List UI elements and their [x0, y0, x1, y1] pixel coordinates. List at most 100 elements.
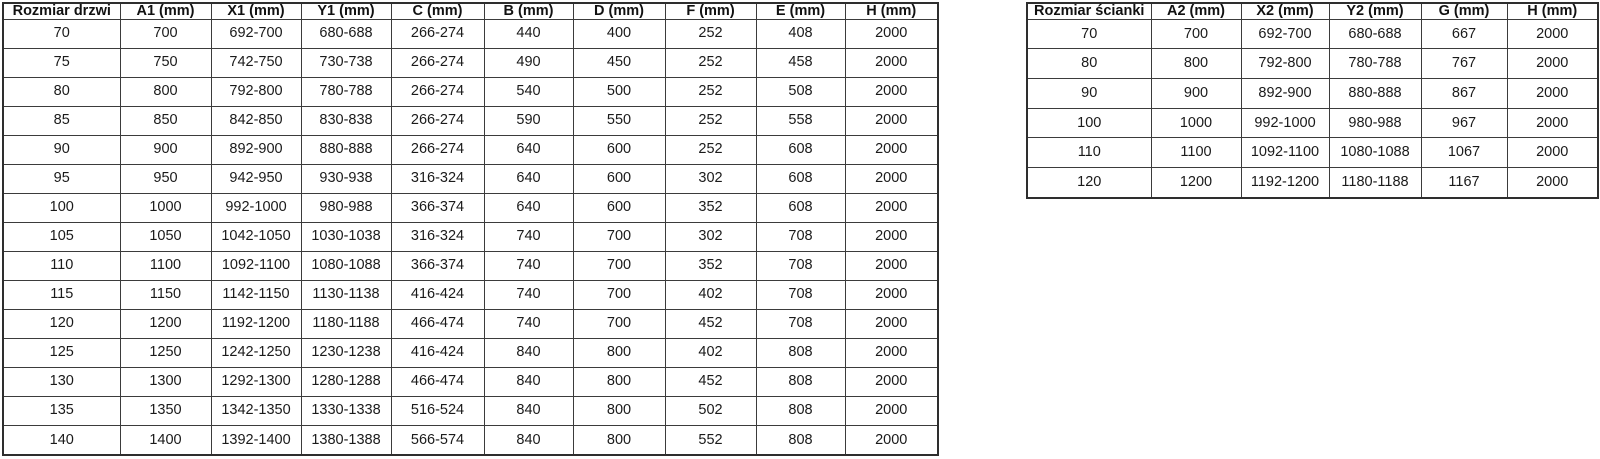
table-cell: 2000: [844, 134, 939, 165]
door-table-body: 70 700 692-700 680-688 266-274 440 400 252 408 20…: [2, 18, 939, 456]
table-cell: 100: [2, 192, 121, 223]
table-row: 70 700 692-700 680-688 667 2000: [1026, 18, 1599, 50]
table-cell: 490: [483, 47, 574, 78]
table-cell: 1080-1088: [1328, 137, 1422, 168]
table-cell: 416-424: [390, 337, 485, 368]
table-cell: 808: [755, 366, 846, 397]
table-cell: 366-374: [390, 192, 485, 223]
table-cell: 1092-1100: [210, 250, 302, 281]
table-cell: 1050: [119, 221, 212, 252]
column-header: G (mm): [1420, 2, 1508, 20]
column-header: F (mm): [664, 2, 757, 20]
table-cell: 450: [572, 47, 666, 78]
table-cell: 302: [664, 221, 757, 252]
table-cell: 366-374: [390, 250, 485, 281]
table-row: 120 1200 1192-1200 1180-1188 466-474 740 700 45…: [2, 308, 939, 339]
table-cell: 452: [664, 366, 757, 397]
table-cell: 252: [664, 76, 757, 107]
table-row: 85 850 842-850 830-838 266-274 590 550 252 558 20…: [2, 105, 939, 136]
table-cell: 100: [1026, 107, 1152, 139]
table-cell: 730-738: [300, 47, 392, 78]
table-cell: 700: [572, 308, 666, 339]
table-cell: 2000: [844, 250, 939, 281]
table-cell: 942-950: [210, 163, 302, 194]
table-cell: 95: [2, 163, 121, 194]
table-row: 105 1050 1042-1050 1030-1038 316-324 740 700 30…: [2, 221, 939, 252]
table-cell: 252: [664, 47, 757, 78]
table-cell: 740: [483, 308, 574, 339]
table-row: 140 1400 1392-1400 1380-1388 566-574 840 800 55…: [2, 424, 939, 456]
table-cell: 508: [755, 76, 846, 107]
table-cell: 1230-1238: [300, 337, 392, 368]
table-cell: 2000: [844, 395, 939, 426]
column-header: A2 (mm): [1150, 2, 1242, 20]
table-row: 115 1150 1142-1150 1130-1138 416-424 740 700 40…: [2, 279, 939, 310]
table-cell: 120: [1026, 166, 1152, 199]
table-cell: 1392-1400: [210, 424, 302, 456]
table-cell: 2000: [1506, 166, 1599, 199]
table-row: 100 1000 992-1000 980-988 967 2000: [1026, 107, 1599, 139]
table-cell: 800: [572, 395, 666, 426]
table-cell: 980-988: [300, 192, 392, 223]
table-cell: 120: [2, 308, 121, 339]
wall-table-body: 70 700 692-700 680-688 667 2000 80 800 792-800 78…: [1026, 18, 1599, 199]
table-cell: 110: [1026, 137, 1152, 168]
table-cell: 800: [572, 366, 666, 397]
table-cell: 416-424: [390, 279, 485, 310]
table-cell: 90: [2, 134, 121, 165]
table-cell: 266-274: [390, 134, 485, 165]
table-cell: 830-838: [300, 105, 392, 136]
table-cell: 800: [1150, 48, 1242, 79]
table-cell: 900: [119, 134, 212, 165]
table-cell: 1030-1038: [300, 221, 392, 252]
column-header: H (mm): [844, 2, 939, 20]
table-cell: 2000: [1506, 48, 1599, 79]
table-cell: 1342-1350: [210, 395, 302, 426]
table-cell: 85: [2, 105, 121, 136]
table-cell: 867: [1420, 77, 1508, 109]
table-cell: 792-800: [1240, 48, 1330, 79]
table-cell: 800: [572, 424, 666, 456]
table-cell: 600: [572, 163, 666, 194]
table-cell: 252: [664, 134, 757, 165]
table-cell: 1192-1200: [1240, 166, 1330, 199]
table-row: 120 1200 1192-1200 1180-1188 1167 2000: [1026, 166, 1599, 199]
column-header: Rozmiar drzwi: [2, 2, 121, 20]
table-cell: 2000: [844, 279, 939, 310]
table-cell: 105: [2, 221, 121, 252]
table-cell: 125: [2, 337, 121, 368]
table-cell: 516-524: [390, 395, 485, 426]
table-cell: 980-988: [1328, 107, 1422, 139]
table-cell: 70: [2, 18, 121, 49]
door-table-header: Rozmiar drzwi A1 (mm) X1 (mm) Y1 (mm) C (mm)…: [2, 2, 939, 20]
table-cell: 640: [483, 163, 574, 194]
table-cell: 800: [119, 76, 212, 107]
table-cell: 608: [755, 163, 846, 194]
table-cell: 502: [664, 395, 757, 426]
table-cell: 1350: [119, 395, 212, 426]
table-cell: 600: [572, 134, 666, 165]
table-cell: 692-700: [210, 18, 302, 49]
table-cell: 135: [2, 395, 121, 426]
table-cell: 1292-1300: [210, 366, 302, 397]
table-cell: 2000: [1506, 18, 1599, 50]
table-cell: 750: [119, 47, 212, 78]
table-row: 95 950 942-950 930-938 316-324 640 600 302 608 20…: [2, 163, 939, 194]
column-header: D (mm): [572, 2, 666, 20]
table-cell: 1180-1188: [1328, 166, 1422, 199]
column-header: Y2 (mm): [1328, 2, 1422, 20]
table-cell: 266-274: [390, 105, 485, 136]
table-cell: 800: [572, 337, 666, 368]
table-cell: 700: [572, 250, 666, 281]
table-cell: 1000: [119, 192, 212, 223]
table-row: 125 1250 1242-1250 1230-1238 416-424 840 800 40…: [2, 337, 939, 368]
table-row: 90 900 892-900 880-888 867 2000: [1026, 77, 1599, 109]
table-cell: 1167: [1420, 166, 1508, 199]
table-cell: 2000: [844, 424, 939, 456]
table-cell: 115: [2, 279, 121, 310]
table-cell: 608: [755, 134, 846, 165]
table-cell: 1280-1288: [300, 366, 392, 397]
table-cell: 2000: [1506, 77, 1599, 109]
table-cell: 880-888: [300, 134, 392, 165]
table-cell: 1100: [119, 250, 212, 281]
